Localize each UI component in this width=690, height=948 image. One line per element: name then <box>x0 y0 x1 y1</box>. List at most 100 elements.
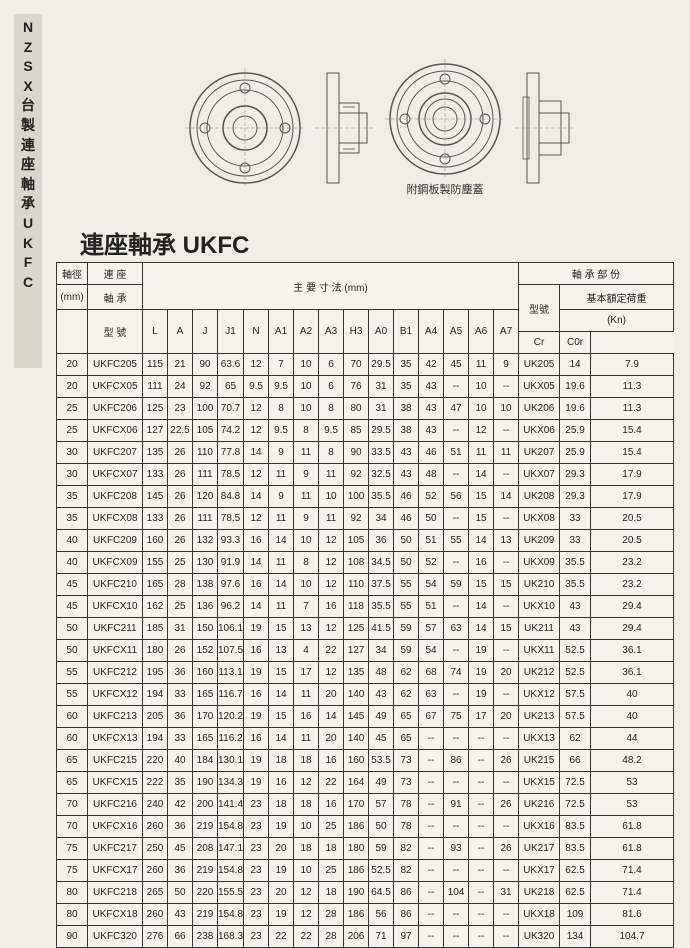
col-header: A6 <box>469 310 494 354</box>
cell: 219 <box>193 860 218 882</box>
cell: 28 <box>319 904 344 926</box>
table-row: 50UKFC21118531150106.11915131212541.5595… <box>57 618 674 640</box>
cell: 97.6 <box>218 574 244 596</box>
cell: 18 <box>294 794 319 816</box>
page-title: 連座軸承 UKFC <box>80 225 249 260</box>
cell: -- <box>419 838 444 860</box>
sidebar-label: NZSX台製連座軸承UKFC <box>14 14 42 368</box>
cell: 20.5 <box>591 530 674 552</box>
cell: 17.9 <box>591 486 674 508</box>
cell: 49 <box>369 706 394 728</box>
cell: 104 <box>444 882 469 904</box>
cell: -- <box>444 640 469 662</box>
cell: 23 <box>244 860 269 882</box>
cell: 10 <box>319 486 344 508</box>
cell: 53 <box>591 772 674 794</box>
cell: 19 <box>244 618 269 640</box>
cell: 62 <box>394 684 419 706</box>
cell: 35 <box>394 354 419 376</box>
cell: -- <box>419 926 444 948</box>
cell: 85 <box>344 420 369 442</box>
cell: -- <box>494 684 519 706</box>
cell: -- <box>494 596 519 618</box>
cell: UKFCX16 <box>88 816 143 838</box>
cell: 200 <box>193 794 218 816</box>
cell: 127 <box>143 420 168 442</box>
cell: 25 <box>168 552 193 574</box>
cell: 35.5 <box>560 574 591 596</box>
table-row: 60UKFC21320536170120.2191516141454965677… <box>57 706 674 728</box>
cell: 55 <box>444 530 469 552</box>
cell: 34 <box>369 640 394 662</box>
cell: 184 <box>193 750 218 772</box>
cell: 195 <box>143 662 168 684</box>
cell: -- <box>419 816 444 838</box>
cell: UK217 <box>519 838 560 860</box>
cell: UKFCX10 <box>88 596 143 618</box>
cell: 19.6 <box>560 376 591 398</box>
cell: 82 <box>394 838 419 860</box>
cell: 50 <box>168 882 193 904</box>
cell: 240 <box>143 794 168 816</box>
cell: 16 <box>319 794 344 816</box>
cell: -- <box>444 508 469 530</box>
cell: 45 <box>57 596 88 618</box>
cell: 9.5 <box>244 376 269 398</box>
cell: -- <box>469 750 494 772</box>
cell: UKX15 <box>519 772 560 794</box>
cell: 22 <box>319 772 344 794</box>
cell: 26 <box>494 750 519 772</box>
col-header: A7 <box>494 310 519 354</box>
cell: UK210 <box>519 574 560 596</box>
cell: 11 <box>494 442 519 464</box>
cell: 26 <box>168 464 193 486</box>
col-header: A1 <box>269 310 294 354</box>
cell: 67 <box>419 706 444 728</box>
cell: 160 <box>193 662 218 684</box>
cell: 9 <box>294 464 319 486</box>
cell: 219 <box>193 816 218 838</box>
cell: 48 <box>419 464 444 486</box>
cell: 160 <box>143 530 168 552</box>
cell: 135 <box>143 442 168 464</box>
cell: 185 <box>143 618 168 640</box>
cell: 15 <box>469 508 494 530</box>
cell: 138 <box>193 574 218 596</box>
cell: 16 <box>244 728 269 750</box>
cell: 132 <box>193 530 218 552</box>
cell: 23.2 <box>591 574 674 596</box>
cell: 86 <box>444 750 469 772</box>
cell: 16 <box>269 772 294 794</box>
cell: 186 <box>344 904 369 926</box>
cell: 50 <box>57 618 88 640</box>
cell: 20 <box>57 376 88 398</box>
col-header: 軸 承 <box>88 285 143 310</box>
cell: 29.3 <box>560 486 591 508</box>
col-header: (Kn) <box>560 310 674 332</box>
cell: 36.1 <box>591 640 674 662</box>
cell: 66 <box>560 750 591 772</box>
cell: 45 <box>57 574 88 596</box>
cell: 9.5 <box>269 376 294 398</box>
cell: 15 <box>269 706 294 728</box>
cell: UKFCX09 <box>88 552 143 574</box>
cell: 59 <box>394 618 419 640</box>
cell: 35.5 <box>560 552 591 574</box>
col-header: A3 <box>319 310 344 354</box>
cell: 96.2 <box>218 596 244 618</box>
cell: UKFCX05 <box>88 376 143 398</box>
cell: 111 <box>193 508 218 530</box>
cell: 71 <box>369 926 394 948</box>
cell: 46 <box>394 486 419 508</box>
cell: 62.5 <box>560 882 591 904</box>
cell: 14 <box>244 552 269 574</box>
cell: 42 <box>168 794 193 816</box>
cell: 60 <box>57 728 88 750</box>
cell: 36.1 <box>591 662 674 684</box>
cell: 19 <box>269 904 294 926</box>
cell: -- <box>469 860 494 882</box>
cell: 8 <box>294 552 319 574</box>
cell: 19 <box>469 640 494 662</box>
cell: 80 <box>57 882 88 904</box>
cell: 22 <box>294 926 319 948</box>
